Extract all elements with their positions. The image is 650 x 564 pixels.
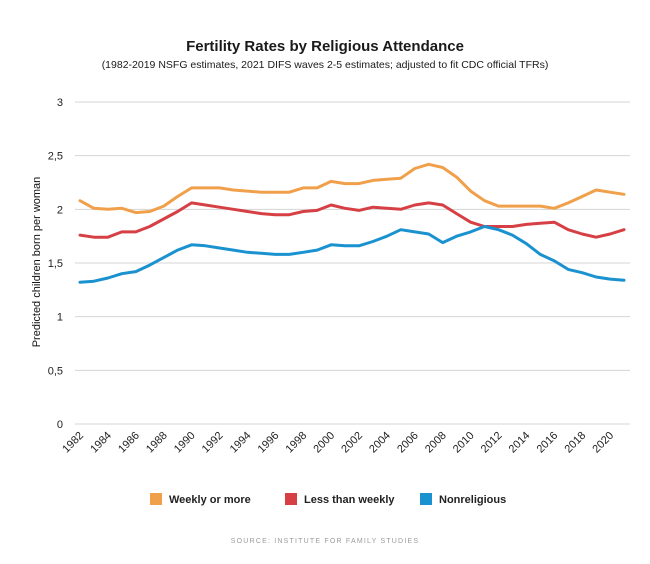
x-tick-label: 2020 xyxy=(590,430,616,456)
y-axis-label: Predicted children born per woman xyxy=(31,177,43,348)
x-tick-label: 1986 xyxy=(116,430,142,456)
x-tick-label: 1992 xyxy=(200,430,226,456)
y-tick-label: 1 xyxy=(57,312,63,324)
series-lines xyxy=(78,162,626,284)
y-tick-label: 3 xyxy=(57,97,63,109)
series-line-0 xyxy=(78,162,626,215)
legend-swatch-0 xyxy=(150,493,162,505)
y-tick-label: 1,5 xyxy=(48,258,63,270)
x-tick-label: 1996 xyxy=(256,430,282,456)
legend-swatch-2 xyxy=(420,493,432,505)
y-tick-label: 0 xyxy=(57,419,63,431)
grid-lines xyxy=(75,101,630,425)
legend-swatch-1 xyxy=(285,493,297,505)
legend: Weekly or more Less than weekly Nonreligio… xyxy=(150,493,506,506)
x-tick-label: 2002 xyxy=(339,430,365,456)
x-tick-label: 2018 xyxy=(562,430,588,456)
x-tick-label: 1990 xyxy=(172,430,198,456)
x-tick-label: 1988 xyxy=(144,430,170,456)
chart-title: Fertility Rates by Religious Attendance xyxy=(186,38,464,55)
x-tick-label: 2014 xyxy=(507,430,533,456)
x-tick-label: 2008 xyxy=(423,430,449,456)
x-tick-label: 2006 xyxy=(395,430,421,456)
source-note: SOURCE: INSTITUTE FOR FAMILY STUDIES xyxy=(230,538,420,545)
y-tick-label: 0,5 xyxy=(48,365,63,377)
x-tick-labels: 1982 1984 1986 1988 1990 1992 1994 1996 1998 2000… xyxy=(60,430,616,456)
x-tick-label: 2004 xyxy=(367,430,393,456)
legend-label-1: Less than weekly xyxy=(304,494,395,506)
y-tick-labels: 0 0,5 1 1,5 2 2,5 3 xyxy=(48,97,63,431)
series-line-1 xyxy=(78,201,626,239)
y-tick-label: 2 xyxy=(57,204,63,216)
x-tick-label: 2010 xyxy=(451,430,477,456)
x-tick-label: 1982 xyxy=(60,430,86,456)
x-tick-label: 2012 xyxy=(479,430,505,456)
x-tick-label: 2016 xyxy=(535,430,561,456)
chart-subtitle: (1982-2019 NSFG estimates, 2021 DIFS wav… xyxy=(101,59,549,71)
x-tick-label: 2000 xyxy=(311,430,337,456)
legend-label-0: Weekly or more xyxy=(169,494,251,506)
x-tick-label: 1994 xyxy=(228,430,254,456)
x-tick-label: 1984 xyxy=(88,430,114,456)
x-tick-label: 1998 xyxy=(284,430,310,456)
series-line-2 xyxy=(78,225,626,284)
y-tick-label: 2,5 xyxy=(48,151,63,163)
legend-label-2: Nonreligious xyxy=(439,494,506,506)
